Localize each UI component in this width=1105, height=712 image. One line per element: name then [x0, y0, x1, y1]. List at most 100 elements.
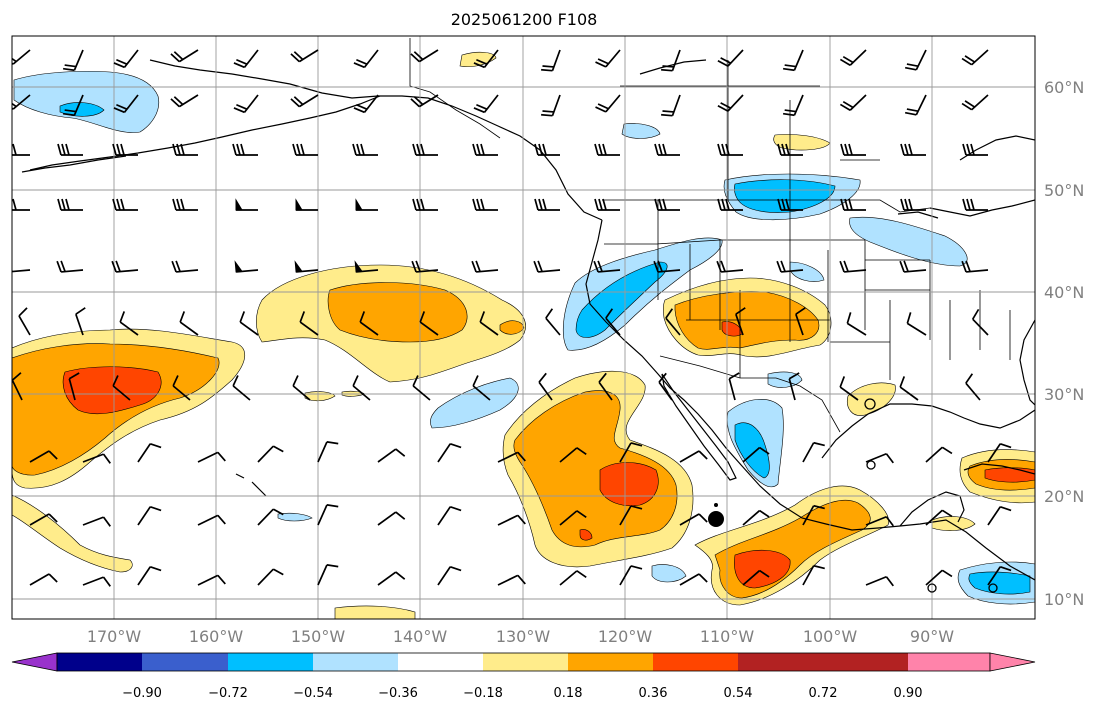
wind-barb — [12, 143, 30, 156]
wind-barb — [412, 198, 438, 211]
wind-barb — [840, 198, 866, 211]
anomaly-pos2-north-pacific — [327, 282, 468, 343]
anomaly-pos2-pacific-small — [499, 320, 525, 335]
lat-label: 60°N — [1044, 78, 1084, 97]
storm-markers — [708, 398, 998, 593]
gulf-marker — [864, 398, 876, 410]
wind-barb — [75, 307, 86, 336]
wind-barb — [904, 94, 927, 116]
field-negative-strong — [59, 102, 1031, 595]
wind-barb — [12, 372, 23, 401]
wind-barb — [197, 451, 226, 463]
anomaly-pos-tropical-west — [12, 494, 133, 573]
wind-barb — [971, 308, 989, 336]
wind-barb — [412, 143, 438, 156]
wind-barb — [987, 565, 1012, 586]
wind-barb — [111, 260, 139, 273]
wind-barb — [12, 268, 31, 273]
wind-barb — [679, 513, 708, 526]
wind-barb — [113, 94, 139, 114]
wind-barb — [802, 441, 825, 463]
wind-barb — [559, 447, 587, 463]
colorbar-tick-label: −0.18 — [463, 686, 503, 701]
colorbar-swatch — [142, 653, 228, 671]
wind-barb — [197, 574, 226, 586]
lon-label: 120°W — [598, 627, 653, 646]
colorbar-swatch — [228, 653, 313, 671]
coastline-lake-superior — [897, 211, 939, 219]
wind-barb — [497, 574, 526, 586]
wind-barb — [82, 453, 111, 464]
wind-barb — [716, 260, 744, 273]
lon-label: 130°W — [496, 627, 551, 646]
wind-barb — [961, 260, 989, 273]
wind-barb — [479, 311, 499, 336]
wind-barb — [171, 260, 199, 273]
colorbar-swatch — [738, 653, 823, 671]
wind-barb — [962, 198, 988, 211]
wind-barb — [840, 143, 866, 156]
colorbar-tick-label: 0.36 — [639, 686, 668, 701]
wind-barb — [82, 516, 111, 527]
colorbar-tick-label: −0.72 — [208, 686, 248, 701]
wind-barb — [605, 308, 621, 336]
anomaly-neg-subtropical — [430, 377, 519, 429]
wind-barb — [29, 573, 58, 586]
wind-barb — [294, 260, 319, 273]
anomaly-neg-east-pacific — [651, 564, 687, 583]
wind-barb — [172, 375, 191, 401]
lat-label: 40°N — [1044, 283, 1084, 302]
lon-label: 110°W — [700, 627, 755, 646]
wind-barb — [179, 311, 199, 336]
wind-barb — [290, 49, 319, 63]
wind-barb — [497, 514, 526, 526]
wind-barb — [802, 564, 825, 586]
coastline-west-coast — [585, 219, 1035, 581]
wind-barb — [658, 372, 673, 401]
wind-barb — [257, 568, 284, 586]
wind-barb — [735, 307, 746, 336]
wind-barb — [559, 570, 587, 586]
wind-barb — [68, 372, 80, 401]
wind-barb — [299, 311, 319, 336]
wind-barb — [865, 575, 894, 587]
wind-barb — [679, 573, 708, 586]
wind-barb — [233, 49, 259, 69]
lat-label: 10°N — [1044, 590, 1084, 609]
wind-barb — [353, 49, 379, 69]
wind-barb — [782, 49, 804, 72]
anomaly-pos-yukon — [459, 51, 497, 68]
colorbar-swatch — [568, 653, 653, 671]
colorbar-swatch — [483, 653, 568, 671]
map-panel — [12, 36, 1035, 619]
colorbar-overflow-swatch — [823, 653, 908, 671]
anomaly-pos3-east-pacific — [599, 462, 659, 507]
border-us-mexico — [659, 355, 841, 433]
wind-barb — [234, 260, 259, 273]
wind-barb — [925, 509, 953, 526]
wind-barb — [594, 143, 620, 156]
wind-barb — [654, 143, 680, 156]
wind-barb — [359, 311, 379, 336]
colorbar-overflow-tip — [989, 652, 1036, 672]
wind-barb — [846, 312, 867, 336]
wind-barb — [112, 143, 138, 156]
wind-barb — [170, 49, 199, 63]
wind-barb — [541, 49, 561, 72]
wind-barb — [239, 311, 259, 336]
wind-barb — [961, 94, 989, 111]
wind-barb — [295, 198, 318, 211]
wind-barb — [925, 569, 953, 586]
wind-barb — [56, 260, 84, 273]
wind-barb — [661, 94, 681, 117]
wind-barb — [232, 375, 251, 401]
wind-barb — [172, 143, 198, 156]
wind-barb — [112, 198, 138, 211]
wind-barb — [29, 513, 58, 526]
lat-label: 20°N — [1044, 487, 1084, 506]
wind-barb — [619, 565, 643, 586]
anomaly-neg2-central-america — [968, 571, 1031, 595]
wind-barb — [473, 94, 499, 114]
coastline-baja — [661, 373, 737, 481]
wind-barb — [788, 372, 800, 401]
